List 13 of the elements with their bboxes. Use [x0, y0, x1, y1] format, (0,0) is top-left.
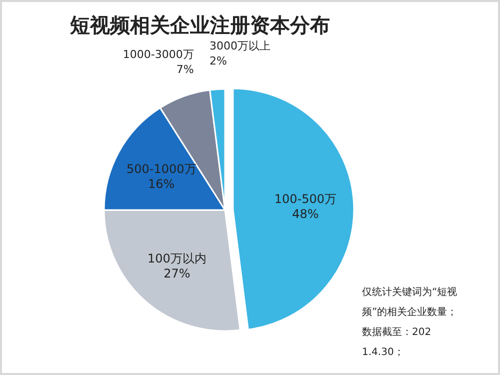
- slice-label: 3000万以上: [210, 39, 271, 52]
- slice-label: 500-1000万: [126, 162, 196, 176]
- text: 数据截至：2021.4.30；: [362, 326, 432, 358]
- data-label: 27%: [164, 266, 190, 280]
- data-label: 2%: [210, 54, 227, 68]
- text: 仅统计关键词为“短视频”的相关企业数量；: [362, 286, 458, 318]
- chart-title: 短视频相关企业注册资本分布: [69, 13, 330, 37]
- data-label: 7%: [176, 62, 194, 76]
- data-label: 16%: [148, 177, 175, 192]
- data-label: 48%: [292, 206, 319, 221]
- slice-label: 100万以内: [148, 251, 206, 266]
- slice-label: 1000-3000万: [122, 48, 194, 61]
- slice-label: 100-500万: [274, 192, 337, 206]
